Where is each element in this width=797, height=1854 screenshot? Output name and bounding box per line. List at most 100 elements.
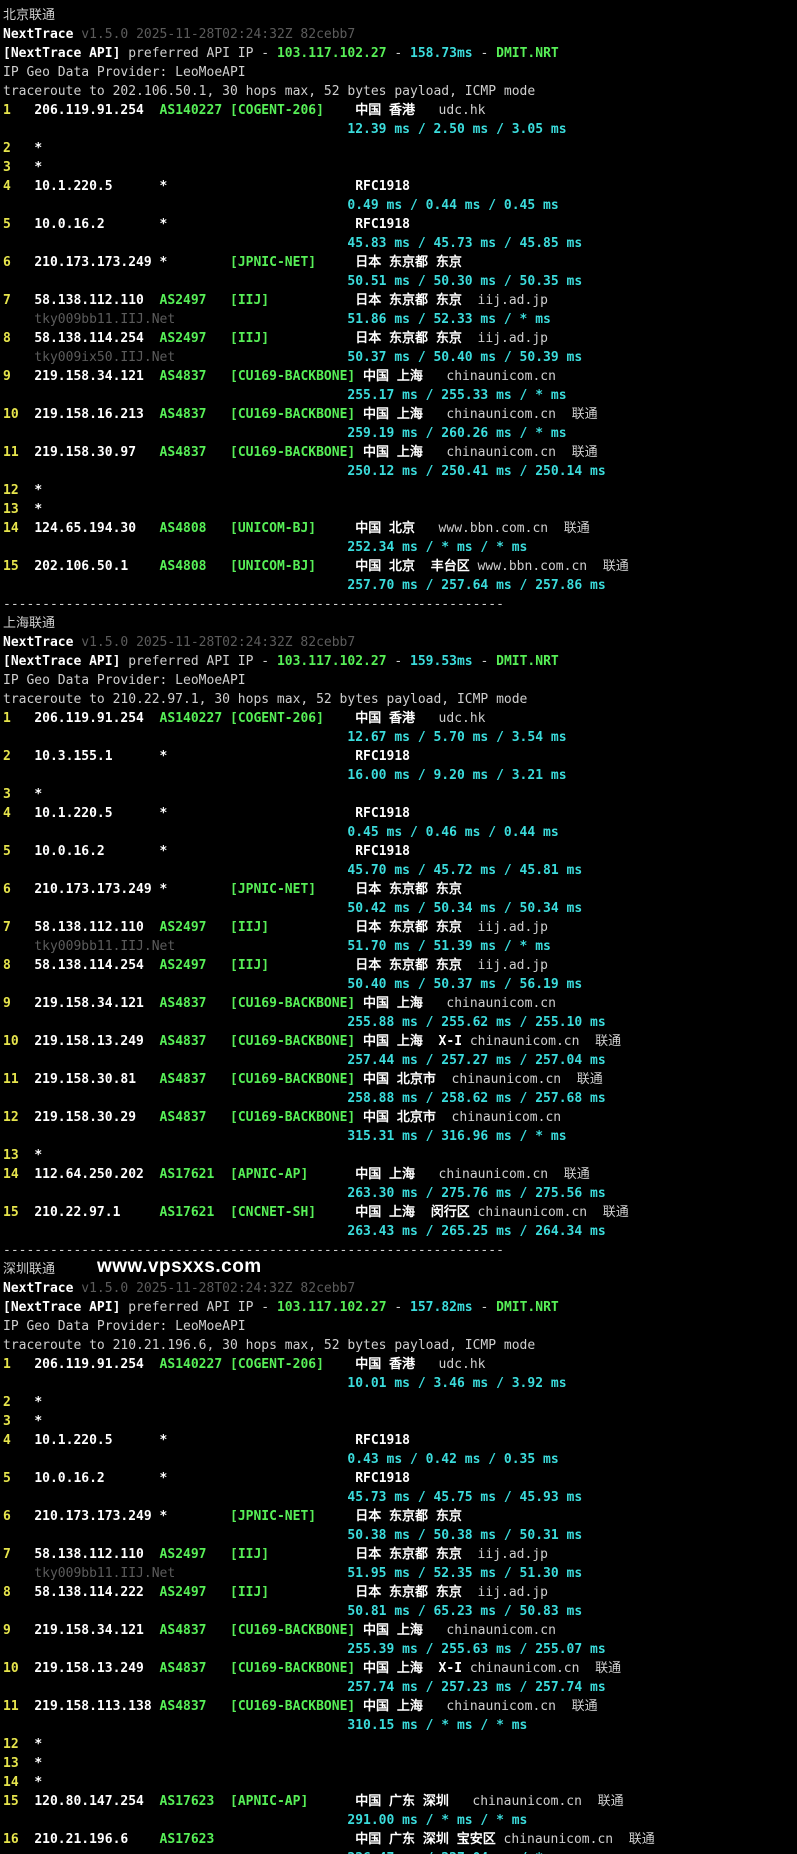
terminal-text-segment: 中国 上海 [355, 1167, 416, 1182]
terminal-line: 3 * [3, 158, 797, 177]
terminal-text-segment: 51.95 ms / 52.35 ms / 51.30 ms [347, 1566, 583, 1581]
terminal-text-segment: v1.5.0 2025-11-28T02:24:32Z 82cebb7 [81, 27, 356, 42]
terminal-text-segment: 中国 北京市 [355, 1110, 436, 1125]
terminal-text-segment: 58.138.112.110 [34, 1547, 160, 1562]
terminal-line: 50.81 ms / 65.23 ms / 50.83 ms [3, 1602, 797, 1621]
terminal-line: 8 58.138.114.254 AS2497 [IIJ] 日本 东京都 东京 … [3, 956, 797, 975]
terminal-text-segment: * [34, 502, 43, 517]
terminal-line: 263.43 ms / 265.25 ms / 264.34 ms [3, 1222, 797, 1241]
terminal-line: NextTrace v1.5.0 2025-11-28T02:24:32Z 82… [3, 25, 797, 44]
terminal-line: 10 219.158.13.249 AS4837 [CU169-BACKBONE… [3, 1032, 797, 1051]
terminal-text-segment: 中国 广东 深圳 [355, 1794, 449, 1809]
terminal-line: 16.00 ms / 9.20 ms / 3.21 ms [3, 766, 797, 785]
terminal-line: 16 210.21.196.6 AS17623 中国 广东 深圳 宝安区 chi… [3, 1830, 797, 1849]
terminal-text-segment: * [34, 160, 43, 175]
terminal-text-segment: 中国 上海 [355, 996, 423, 1011]
terminal-text-segment [3, 388, 347, 403]
terminal-text-segment [3, 578, 347, 593]
terminal-text-segment: RFC1918 [355, 1471, 411, 1486]
terminal-text-segment: AS2497 [159, 1585, 230, 1600]
terminal-text-segment: 210.173.173.249 [34, 1509, 160, 1524]
terminal-text-segment: * [34, 1775, 43, 1790]
terminal-text-segment: 51.70 ms / 51.39 ms / * ms [347, 939, 551, 954]
terminal-line: 9 219.158.34.121 AS4837 [CU169-BACKBONE]… [3, 994, 797, 1013]
terminal-line: 257.70 ms / 257.64 ms / 257.86 ms [3, 576, 797, 595]
terminal-line: 2 * [3, 139, 797, 158]
terminal-text-segment: * [34, 1737, 43, 1752]
terminal-text-segment: AS4837 [159, 445, 230, 460]
terminal-text-segment [3, 1604, 347, 1619]
terminal-text-segment: 9 [3, 369, 35, 384]
terminal-text-segment: iij.ad.jp [461, 331, 548, 346]
terminal-text-segment: AS2497 [159, 293, 230, 308]
terminal-text-segment: 250.12 ms / 250.41 ms / 250.14 ms [347, 464, 606, 479]
terminal-text-segment: 157.82ms [410, 1300, 473, 1315]
terminal-line: 11 219.158.30.81 AS4837 [CU169-BACKBONE]… [3, 1070, 797, 1089]
terminal-line: 45.83 ms / 45.73 ms / 45.85 ms [3, 234, 797, 253]
terminal-text-segment: 219.158.30.81 [34, 1072, 160, 1087]
terminal-line: 4 10.1.220.5 * RFC1918 [3, 1431, 797, 1450]
terminal-text-segment: 9 [3, 996, 35, 1011]
terminal-text-segment: * [159, 749, 356, 764]
terminal-text-segment [3, 825, 347, 840]
terminal-text-segment: chinaunicom.cn [422, 445, 556, 460]
terminal-text-segment: 14 [3, 1775, 35, 1790]
terminal-text-segment: AS4808 [159, 559, 230, 574]
terminal-text-segment: 4 [3, 1433, 35, 1448]
terminal-line: ----------------------------------------… [3, 595, 797, 614]
terminal-line: 10.01 ms / 3.46 ms / 3.92 ms [3, 1374, 797, 1393]
terminal-line: 0.49 ms / 0.44 ms / 0.45 ms [3, 196, 797, 215]
terminal-text-segment: 15 [3, 1794, 35, 1809]
terminal-text-segment: 联通 [555, 1699, 598, 1714]
terminal-text-segment: 11 [3, 1072, 35, 1087]
terminal-text-segment: [NextTrace API] [3, 654, 121, 669]
terminal-text-segment: [IIJ] [230, 331, 356, 346]
terminal-text-segment: AS4837 [159, 1699, 230, 1714]
terminal-text-segment: 联通 [581, 1794, 624, 1809]
terminal-line: 3 * [3, 1412, 797, 1431]
terminal-text-segment: AS4837 [159, 1661, 230, 1676]
terminal-line: 12.39 ms / 2.50 ms / 3.05 ms [3, 120, 797, 139]
terminal-text-segment: 6 [3, 882, 35, 897]
terminal-line: 10 219.158.16.213 AS4837 [CU169-BACKBONE… [3, 405, 797, 424]
terminal-text-segment: v1.5.0 2025-11-28T02:24:32Z 82cebb7 [81, 1281, 356, 1296]
terminal-line: NextTrace v1.5.0 2025-11-28T02:24:32Z 82… [3, 1279, 797, 1298]
terminal-text-segment: NextTrace [3, 635, 82, 650]
terminal-line: 6 210.173.173.249 * [JPNIC-NET] 日本 东京都 东… [3, 880, 797, 899]
terminal-text-segment: [COGENT-206] [230, 1357, 356, 1372]
terminal-line: 2 10.3.155.1 * RFC1918 [3, 747, 797, 766]
terminal-text-segment: preferred API IP - [120, 1300, 277, 1315]
terminal-text-segment: - [386, 1300, 411, 1315]
terminal-text-segment: 45.83 ms / 45.73 ms / 45.85 ms [347, 236, 583, 251]
terminal-text-segment: DMIT.NRT [496, 654, 559, 669]
terminal-line: 4 10.1.220.5 * RFC1918 [3, 177, 797, 196]
terminal-line: 3 * [3, 785, 797, 804]
terminal-text-segment: [UNICOM-BJ] [230, 559, 356, 574]
terminal-text-segment: 9 [3, 1623, 35, 1638]
terminal-text-segment: 291.00 ms / * ms / * ms [347, 1813, 528, 1828]
terminal-line: 8 58.138.114.222 AS2497 [IIJ] 日本 东京都 东京 … [3, 1583, 797, 1602]
terminal-text-segment: 联通 [561, 1072, 603, 1087]
terminal-text-segment: 中国 上海 [355, 1699, 423, 1714]
terminal-text-segment: 14 [3, 521, 35, 536]
terminal-text-segment: 58.138.114.222 [34, 1585, 160, 1600]
terminal-line: 50.40 ms / 50.37 ms / 56.19 ms [3, 975, 797, 994]
terminal-text-segment: 257.44 ms / 257.27 ms / 257.04 ms [347, 1053, 606, 1068]
terminal-text-segment: 3 [3, 1414, 35, 1429]
terminal-text-segment: 219.158.34.121 [34, 996, 160, 1011]
terminal-text-segment: [IIJ] [230, 1585, 356, 1600]
terminal-line: 6 210.173.173.249 * [JPNIC-NET] 日本 东京都 东… [3, 1507, 797, 1526]
terminal-text-segment: 15 [3, 559, 35, 574]
terminal-line: 1 206.119.91.254 AS140227 [COGENT-206] 中… [3, 1355, 797, 1374]
terminal-line: [NextTrace API] preferred API IP - 103.1… [3, 652, 797, 671]
terminal-text-segment: AS4837 [159, 996, 230, 1011]
terminal-text-segment: 219.158.13.249 [34, 1034, 160, 1049]
terminal-text-segment: [COGENT-206] [230, 711, 356, 726]
terminal-text-segment: RFC1918 [355, 749, 411, 764]
terminal-line: 13 * [3, 500, 797, 519]
terminal-text-segment: - [386, 654, 411, 669]
terminal-text-segment: AS2497 [159, 958, 230, 973]
terminal-text-segment: 联通 [613, 1832, 655, 1847]
terminal-text-segment: 219.158.34.121 [34, 369, 160, 384]
terminal-line: traceroute to 210.21.196.6, 30 hops max,… [3, 1336, 797, 1355]
